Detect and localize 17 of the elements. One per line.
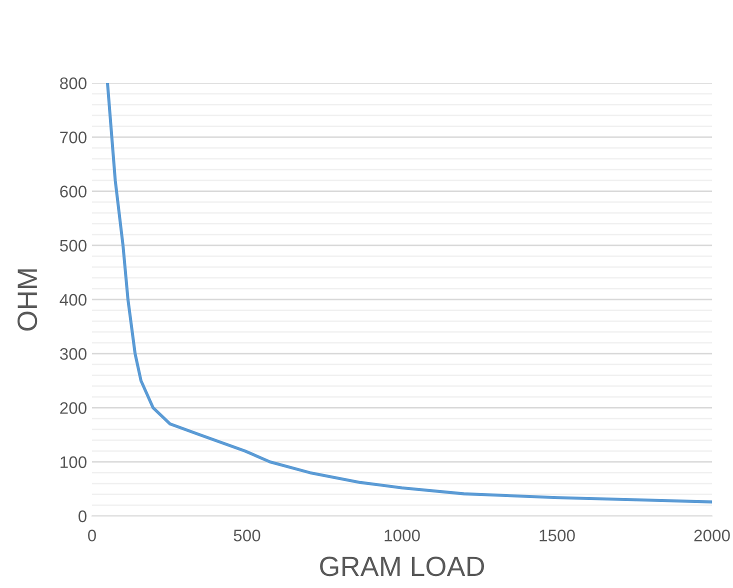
y-tick-label: 300	[60, 348, 86, 360]
x-tick-label: 0	[88, 530, 96, 542]
x-axis-title: GRAM LOAD	[320, 556, 484, 576]
y-tick-label: 600	[60, 186, 86, 198]
x-tick-label: 1000	[384, 530, 420, 542]
line-series	[106, 83, 712, 504]
y-tick-label: 200	[60, 402, 86, 414]
x-tick-label: 500	[234, 530, 260, 542]
x-tick-label: 2000	[694, 530, 730, 542]
y-tick-label: 0	[78, 510, 86, 522]
y-tick-label: 500	[60, 240, 86, 252]
y-tick-label: 400	[60, 294, 86, 306]
y-axis-title: OHM	[18, 269, 38, 331]
y-tick-label: 100	[60, 456, 86, 468]
y-tick-label: 800	[60, 77, 86, 90]
y-tick-label: 700	[60, 132, 86, 144]
x-tick-label: 1500	[540, 530, 575, 542]
